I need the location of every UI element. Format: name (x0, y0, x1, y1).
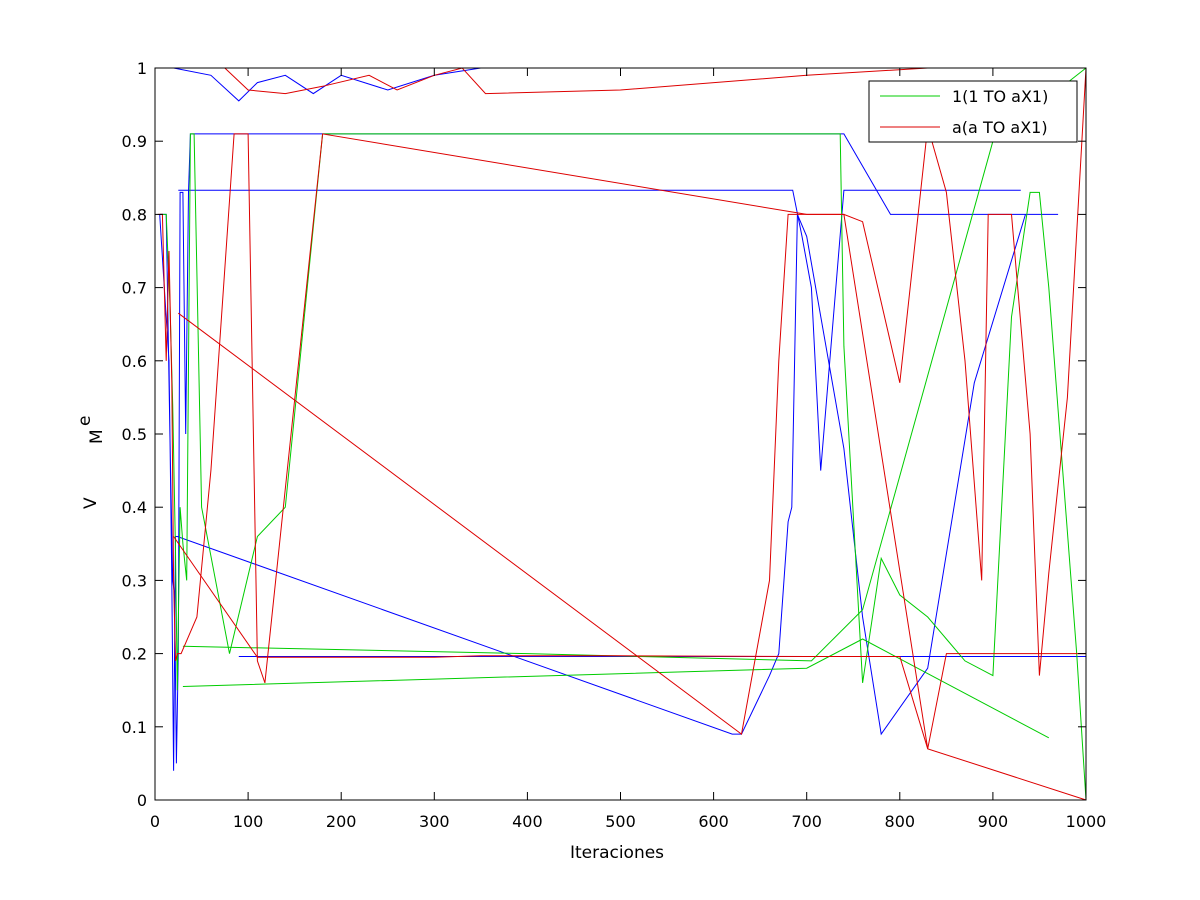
x-axis-label: Iteraciones (570, 843, 664, 863)
series-line-7 (157, 67, 1087, 684)
x-tick-label: 100 (233, 812, 264, 831)
series-line-10 (224, 67, 928, 95)
legend-label-0: 1(1 TO aX1) (952, 87, 1048, 106)
legend-label-1: a(a TO aX1) (952, 118, 1048, 137)
y-tick-label: 0.2 (122, 645, 147, 664)
x-tick-label: 1000 (1066, 812, 1107, 831)
y-tick-label: 0.3 (122, 571, 147, 590)
x-tick-label: 900 (978, 812, 1009, 831)
series-line-9 (173, 536, 1087, 801)
plot-area (155, 68, 1086, 800)
y-tick-label: 0.8 (122, 205, 147, 224)
y-tick-label: 0.6 (122, 352, 147, 371)
series-line-5 (182, 638, 1050, 739)
y-axis-label: V (81, 497, 101, 509)
x-tick-label: 200 (326, 812, 357, 831)
y-tick-label: 0.9 (122, 132, 147, 151)
x-axis: 0 100 200 300 400 500 600 700 800 900 1000 (150, 68, 1106, 831)
series-line-1 (178, 189, 1021, 471)
y-tick-label: 1 (137, 59, 147, 78)
y-tick-label: 0.7 (122, 279, 147, 298)
y-tick-label: 0.4 (122, 498, 147, 517)
x-tick-label: 300 (419, 812, 450, 831)
y-axis-label-group: V M e (75, 416, 107, 509)
x-tick-label: 500 (605, 812, 636, 831)
y-tick-label: 0.1 (122, 718, 147, 737)
y-axis-label-superscript: e (75, 416, 95, 426)
legend-entries: 1(1 TO aX1) a(a TO aX1) (880, 87, 1048, 137)
y-tick-label: 0.5 (122, 425, 147, 444)
series-line-8 (178, 213, 1086, 749)
series-line-4 (159, 133, 1087, 801)
y-axis-label-subscript: M (87, 429, 107, 444)
x-tick-label: 400 (512, 812, 543, 831)
x-tick-label: 600 (698, 812, 729, 831)
x-tick-label: 700 (791, 812, 822, 831)
legend-box (868, 80, 1078, 143)
legend: 1(1 TO aX1) a(a TO aX1) (868, 80, 1078, 143)
x-tick-label: 0 (150, 812, 160, 831)
y-tick-label: 0 (137, 791, 147, 810)
series-line-0 (159, 133, 1059, 771)
y-axis: 0 0.1 0.2 0.3 0.4 0.5 0.6 0.7 0.8 0.9 1 (122, 59, 1086, 810)
x-tick-label: 800 (885, 812, 916, 831)
